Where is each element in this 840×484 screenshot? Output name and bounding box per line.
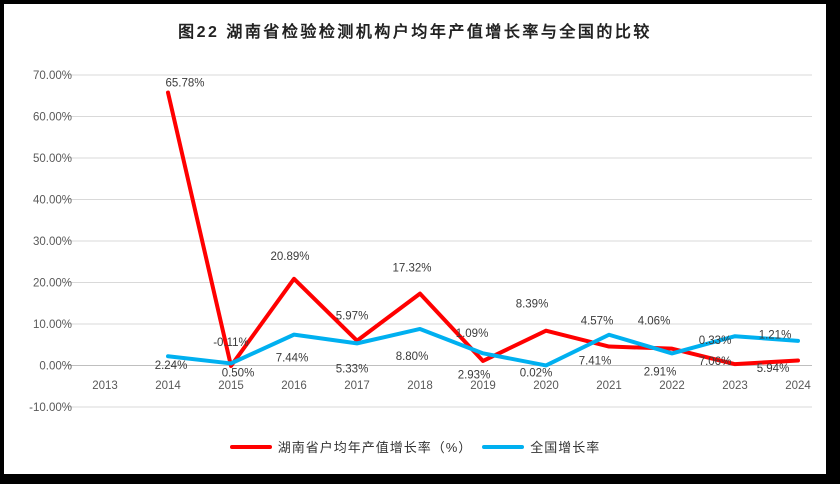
x-axis-tick-label: 2020 [533,380,559,392]
x-axis-tick-label: 2019 [470,380,496,392]
y-axis-tick-label: 20.00% [33,278,72,290]
legend-item-national: 全国增长率 [482,437,600,456]
x-axis-tick-label: 2013 [92,380,118,392]
data-label: 5.33% [336,363,369,375]
x-axis-tick-label: 2017 [344,380,370,392]
y-axis-tick-label: 50.00% [33,153,72,165]
data-label: 17.32% [392,263,431,275]
data-label: 8.80% [396,351,429,363]
x-axis-tick-label: 2022 [659,380,685,392]
data-label: 2.93% [458,369,491,381]
data-label: 1.09% [456,328,489,340]
data-label: 1.21% [759,329,792,341]
x-axis-tick-label: 2021 [596,380,622,392]
data-label: 0.50% [222,367,255,379]
data-label: 5.97% [336,311,369,323]
data-label: 4.57% [581,316,614,328]
y-axis-tick-label: 30.00% [33,236,72,248]
chart-title: 图22 湖南省检验检测机构户均年产值增长率与全国的比较 [178,24,652,41]
x-axis-tick-label: 2023 [722,380,748,392]
data-label: 20.89% [270,251,309,263]
x-axis-tick-label: 2024 [785,380,811,392]
blue-line-swatch-icon [482,444,525,449]
y-axis-tick-label: 70.00% [33,70,72,82]
data-label: 2.91% [644,366,677,378]
data-label: -0.11% [213,337,249,349]
series-line-1 [166,326,800,368]
line-chart-svg: 70.00% 60.00% 50.00% 40.00% 30.00% 20.00% 10.0… [29,70,812,414]
data-label: 0.33% [699,335,732,347]
data-label: 0.02% [520,367,553,379]
legend-item-hunan: 湖南省户均年产值增长率（%） [229,437,473,456]
data-label: 7.44% [276,353,309,365]
chart-surface: 图22 湖南省检验检测机构户均年产值增长率与全国的比较 70.00% 60.00%… [4,4,826,474]
y-axis-tick-label: 0.00% [39,361,72,373]
data-label: 7.41% [579,356,612,368]
y-axis-tick-label: 10.00% [33,319,72,331]
y-axis-tick-label: -10.00% [29,402,72,414]
x-axis-tick-label: 2016 [281,380,307,392]
data-label: 4.06% [638,316,671,328]
chart-legend: 湖南省户均年产值增长率（%） 全国增长率 [4,437,826,456]
legend-label-national: 全国增长率 [530,440,601,455]
series-line-0 [166,90,800,368]
red-line-swatch-icon [229,444,272,449]
y-axis-tick-label: 60.00% [33,112,72,124]
x-axis-tick-label: 2014 [155,380,181,392]
data-label: 2.24% [155,360,188,372]
data-label: 8.39% [516,299,549,311]
x-axis-tick-label: 2018 [407,380,433,392]
data-label: 65.78% [165,78,204,90]
data-label: 5.94% [757,363,790,375]
y-axis-tick-label: 40.00% [33,195,72,207]
data-label: 7.06% [699,356,732,368]
legend-label-hunan: 湖南省户均年产值增长率（%） [277,440,473,455]
x-axis-tick-label: 2015 [218,380,244,392]
